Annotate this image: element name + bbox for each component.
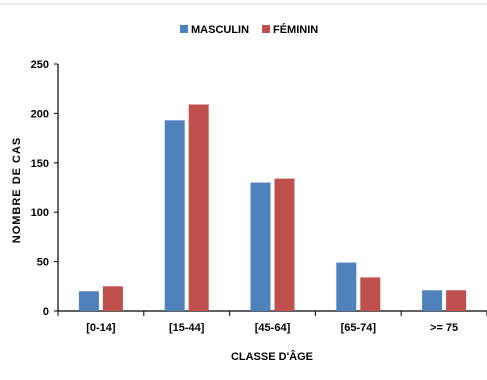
bar-feminin-4: [446, 290, 467, 311]
y-tick-label: 100: [31, 207, 49, 219]
x-axis-label: CLASSE D'ÂGE: [231, 350, 313, 363]
y-axis-label: NOMBRE DE CAS: [11, 137, 23, 244]
bar-feminin-0: [102, 286, 123, 311]
y-tick-label: 200: [31, 108, 49, 120]
bar-feminin-2: [274, 178, 295, 311]
bar-masculin-0: [78, 291, 99, 311]
bar-masculin-4: [422, 290, 443, 311]
legend-label-masculin: MASCULIN: [191, 24, 249, 36]
x-tick-label: [0-14]: [86, 322, 116, 334]
legend-swatch-feminin: [262, 25, 270, 33]
y-tick-label: 50: [37, 257, 49, 269]
bar-masculin-3: [336, 262, 357, 311]
plot-area: 0 50 100 150 200 250 [0-14] [15-44] [45-64] [65-7…: [31, 59, 487, 334]
x-tick-label: [65-74]: [341, 322, 377, 334]
bar-masculin-2: [250, 182, 271, 311]
bar-feminin-3: [360, 277, 381, 311]
bar-feminin-1: [188, 104, 209, 312]
y-tick-label: 250: [31, 59, 49, 71]
x-tick-label: [45-64]: [255, 322, 291, 334]
y-tick-label: 0: [43, 306, 49, 318]
legend-label-feminin: FÉMININ: [273, 23, 318, 36]
legend: MASCULIN FÉMININ: [180, 23, 318, 36]
x-tick-label: [15-44]: [169, 322, 205, 334]
y-tick-label: 150: [31, 158, 49, 170]
x-tick-label: >= 75: [430, 322, 458, 334]
bar-masculin-1: [164, 120, 185, 311]
legend-swatch-masculin: [180, 25, 188, 33]
